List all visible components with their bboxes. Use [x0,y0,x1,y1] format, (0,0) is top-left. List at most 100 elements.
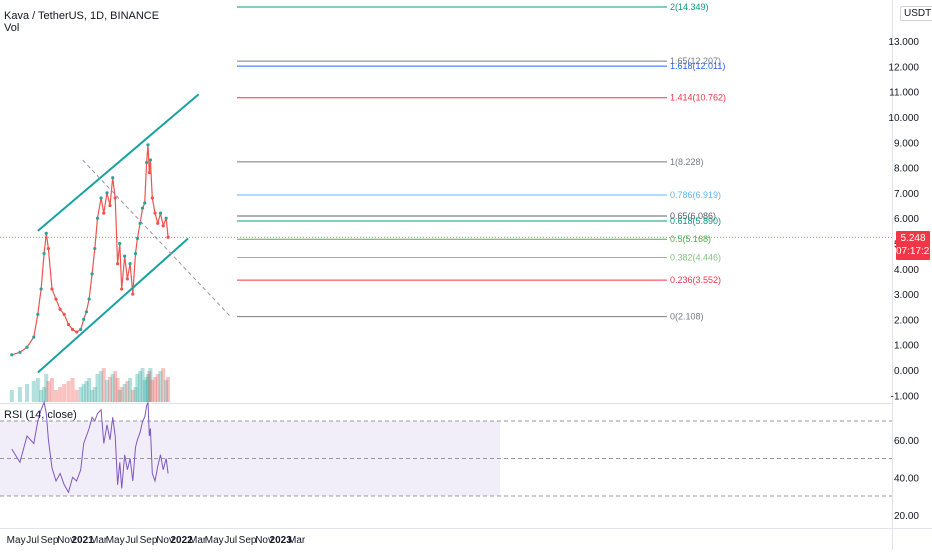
fib-level-label: 0.65(6.086) [670,211,716,221]
volume-bar [44,374,49,402]
price-point [143,201,147,205]
volume-bar [54,390,59,402]
volume-bar [161,368,166,402]
volume-bar [99,371,104,402]
price-point [99,196,103,200]
price-point [46,246,51,251]
time-tick-label: Jul [224,535,237,546]
price-tick-label: 8.000 [894,164,919,175]
chart-title: Kava / TetherUS, 1D, BINANCE [4,10,160,22]
price-point [108,203,112,208]
price-point [128,262,132,266]
price-point [44,231,48,235]
fib-level-label: 0.382(4.446) [670,253,721,263]
time-tick-label: May [106,535,125,546]
volume-bar [135,374,140,402]
price-point [118,241,122,246]
volume-bar [113,371,118,402]
price-tick-label: 4.000 [894,265,919,276]
price-point [79,327,83,332]
time-tick-label: Jul [125,535,138,546]
time-tick-label: Sep [140,535,158,546]
volume-bar [138,371,143,402]
volume-bar [153,377,158,402]
price-tick-label: -1.000 [891,391,920,402]
price-point [111,176,115,180]
volume-bar [70,378,75,402]
volume-bar [166,377,171,402]
volume-bar [117,390,122,402]
price-point [161,224,165,228]
volume-bar [42,387,47,402]
price-point [84,310,89,314]
price-point [146,143,150,147]
volume-bar [81,384,86,402]
price-point [147,171,151,175]
price-tick-label: 10.000 [888,113,919,124]
fib-level-label: 1(8.228) [670,157,704,167]
time-tick-label: 2023 [270,535,293,546]
volume-bar [39,390,44,402]
volume-bar [78,387,83,402]
currency-button[interactable]: USDT [900,6,932,21]
rsi-band [0,421,500,496]
price-point [164,216,168,220]
fib-level-label: 0.618(5.890) [670,216,721,226]
volume-bar [95,374,100,402]
volume-bar [87,378,92,402]
volume-bar [125,381,130,402]
price-point [62,312,66,316]
volume-bar [108,377,113,402]
volume-bar [164,380,169,402]
price-point [133,252,138,256]
volume-bar [105,380,110,402]
channel-upper-line [37,93,200,232]
rsi-tick-label: 20.00 [894,511,919,522]
rsi-label: RSI (14, close) [4,409,77,421]
countdown-value: 07:17:25 [896,246,932,257]
volume-bar [74,390,79,402]
volume-bar [148,368,153,402]
price-point [125,277,129,281]
price-tick-label: 0.000 [894,366,919,377]
volume-bar [133,387,138,402]
price-point [150,196,154,200]
volume-bar [31,381,36,402]
price-point [102,211,106,215]
price-point [105,191,109,195]
volume-label: Vol [4,22,20,34]
volume-bar [24,384,29,402]
price-series-line [11,144,169,356]
volume-bar [115,378,120,402]
price-point [70,327,75,332]
volume-bar [128,378,133,402]
fib-level-label: 1.65(12.207) [670,56,721,66]
price-point [66,322,71,327]
price-point [32,335,36,339]
price-point [75,330,79,334]
volume-bar [35,378,40,402]
volume-bar [142,380,147,402]
volume-bar [101,368,106,402]
volume-bar [140,368,145,402]
price-point [145,160,149,165]
volume-bar [150,380,155,402]
dashed-trendline [82,159,232,318]
price-point [158,211,163,215]
volume-bar [9,390,14,402]
price-tick-label: 13.000 [888,37,919,48]
volume-bar [147,371,152,402]
price-point [50,287,54,291]
time-tick-label: Sep [41,535,59,546]
price-point [10,353,14,357]
price-point [58,307,62,311]
price-point [42,252,46,256]
volume-bar [155,374,160,402]
price-point [123,254,127,258]
volume-bar [92,387,97,402]
price-point [18,350,22,354]
price-point [131,292,135,296]
time-tick-label: Mar [288,535,306,546]
